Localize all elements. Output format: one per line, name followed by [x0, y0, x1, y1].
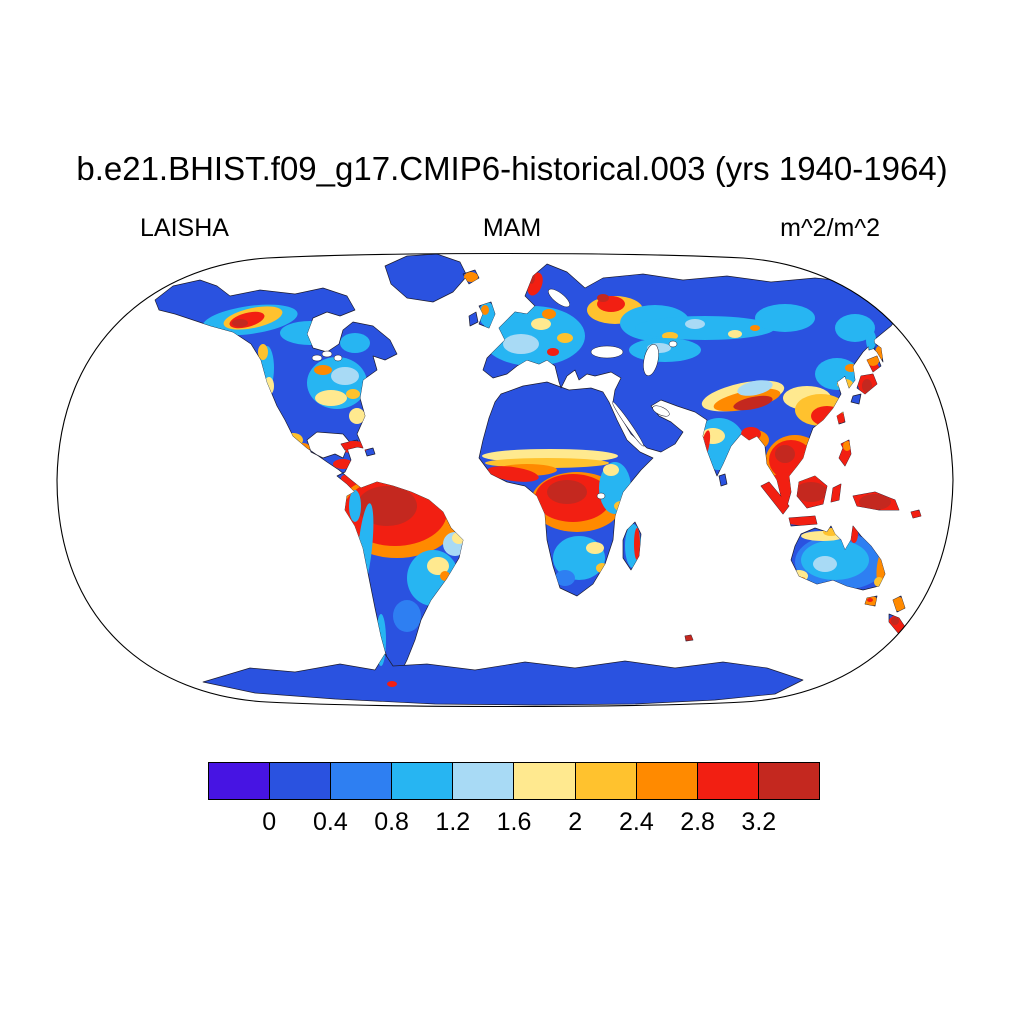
great-lakes-mid [321, 350, 333, 358]
colorbar-tick-labels: 0 0.4 0.8 1.2 1.6 2 2.4 2.8 3.2 [208, 808, 820, 840]
colorbar-box [757, 762, 820, 800]
colorbar-tick-label: 1.2 [435, 808, 471, 836]
subtitle-season: MAM [482, 214, 542, 242]
map-figure [56, 252, 954, 708]
colorbar-box [208, 762, 271, 800]
colorbar-box [696, 762, 759, 800]
persian-gulf [652, 405, 670, 417]
baltic-sea [548, 288, 570, 308]
colorbar-box [574, 762, 637, 800]
subtitle-variable: LAISHA [140, 214, 229, 242]
colorbar-tick-label: 2.8 [680, 808, 715, 836]
subtitle-row: LAISHA MAM m^2/m^2 [0, 214, 1024, 246]
colorbar-box [391, 762, 454, 800]
plot-title: b.e21.BHIST.f09_g17.CMIP6-historical.003… [76, 150, 948, 187]
colorbar-tick-label: 0 [262, 808, 277, 836]
colorbar-tick-label: 2 [568, 808, 583, 836]
colorbar-tick-label: 0.4 [313, 808, 348, 836]
colorbar [208, 762, 820, 800]
caspian-sea [643, 344, 659, 376]
colorbar-tick-label: 3.2 [741, 808, 777, 836]
world-map [55, 248, 955, 713]
colorbar-box [330, 762, 393, 800]
colorbar-box [452, 762, 515, 800]
subtitle-units: m^2/m^2 [780, 214, 880, 242]
black-sea [590, 345, 624, 359]
colorbar-box [269, 762, 332, 800]
red-sea [612, 401, 644, 447]
aral-sea [668, 340, 678, 348]
colorbar-tick-label: 2.4 [619, 808, 654, 836]
colorbar-box [635, 762, 698, 800]
colorbar-tick-label: 1.6 [496, 808, 532, 836]
lake-victoria [596, 492, 606, 500]
great-lakes-west [311, 354, 323, 362]
colorbar-box [513, 762, 576, 800]
inland-water [311, 288, 678, 500]
colorbar-tick-label: 0.8 [374, 808, 409, 836]
great-lakes-east [333, 354, 343, 362]
